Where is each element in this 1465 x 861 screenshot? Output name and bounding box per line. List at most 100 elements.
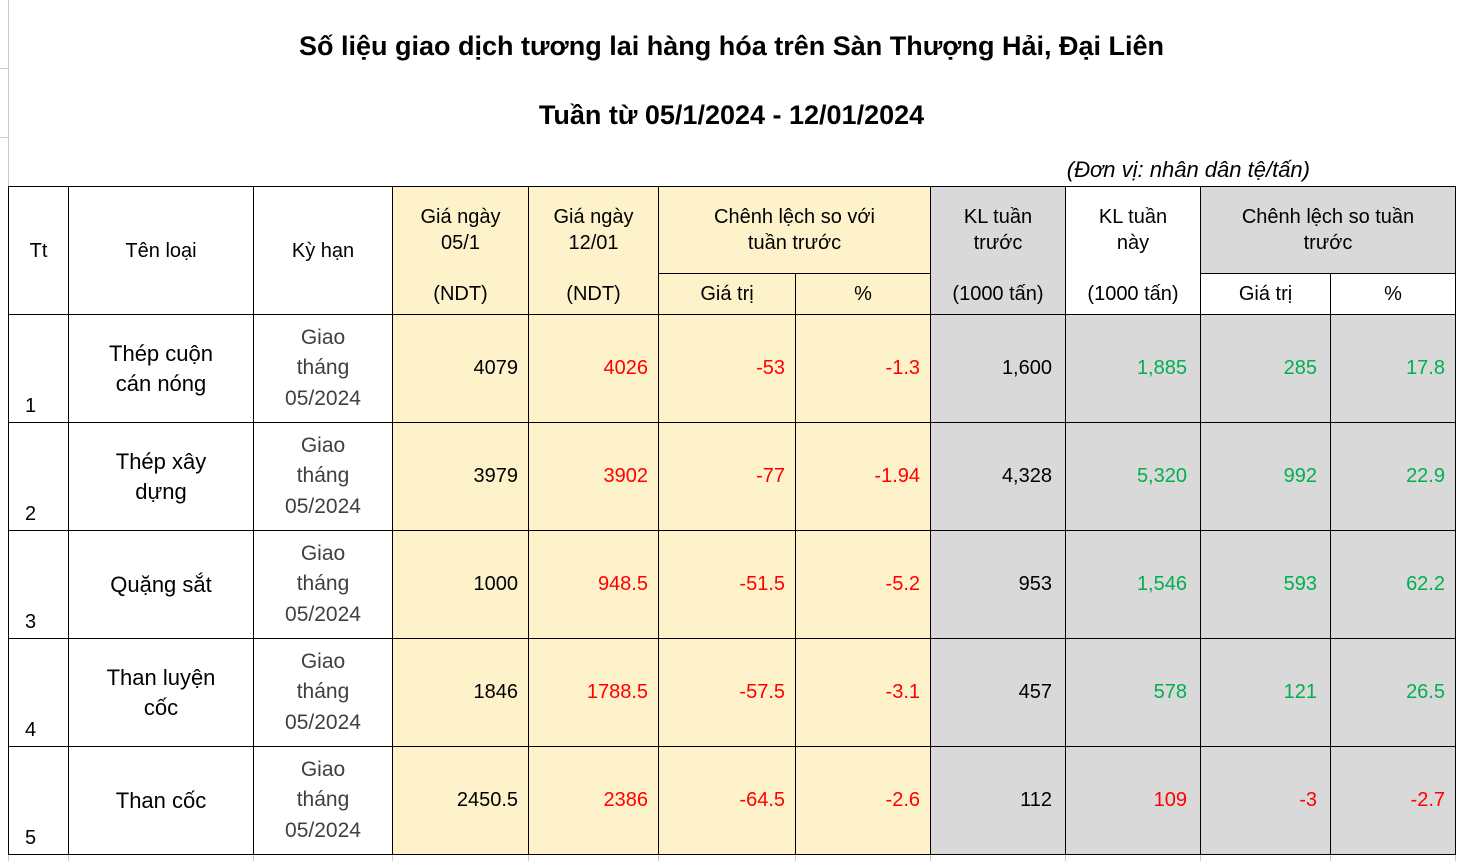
cell-price-1201[interactable]: 3902 [528,422,659,531]
contract-term: Giao tháng 05/2024 [285,541,361,626]
cell-tt[interactable]: 5 [8,746,69,855]
gridline [8,0,9,186]
cell-price-051[interactable]: 4079 [392,314,529,423]
cell-vol-diff-pct[interactable]: 26.5 [1330,638,1456,747]
cell-tt[interactable]: 3 [8,530,69,639]
commodity-name: Than luyện cốc [106,664,216,720]
cell-price-051[interactable]: 2450.5 [392,746,529,855]
cell-name[interactable]: Than luyện cốc [68,638,254,747]
data-table: Tt Tên loại Kỳ hạn Giá ngày 05/1 (NDT) G… [8,186,1456,855]
gridline [0,137,8,138]
cell-name[interactable]: Than cốc [68,746,254,855]
cell-price-1201[interactable]: 948.5 [528,530,659,639]
cell-price-051[interactable]: 1000 [392,530,529,639]
header-kl-tuan-nay[interactable]: KL tuần này (1000 tấn) [1065,186,1201,315]
cell-vol-prev[interactable]: 1,600 [930,314,1066,423]
gridline [8,853,9,861]
cell-term[interactable]: Giao tháng 05/2024 [253,530,393,639]
cell-price-1201[interactable]: 1788.5 [528,638,659,747]
cell-vol-diff-pct[interactable]: -2.7 [1330,746,1456,855]
cell-vol-diff-pct[interactable]: 17.8 [1330,314,1456,423]
gridline [528,853,529,861]
cell-diff-value[interactable]: -51.5 [658,530,796,639]
header-gia-tri-1[interactable]: Giá trị [658,272,796,316]
cell-vol-diff-value[interactable]: 593 [1200,530,1331,639]
cell-name[interactable]: Quặng sắt [68,530,254,639]
cell-vol-this[interactable]: 5,320 [1065,422,1201,531]
cell-diff-pct[interactable]: -5.2 [795,530,931,639]
cell-vol-diff-value[interactable]: 121 [1200,638,1331,747]
unit-note: (Đơn vị: nhân dân tệ/tấn) [1066,157,1310,182]
cell-diff-pct[interactable]: -3.1 [795,638,931,747]
header-gia-ngay-051[interactable]: Giá ngày 05/1 (NDT) [392,186,529,315]
header-ndt-label: (NDT) [566,282,621,305]
cell-price-1201[interactable]: 4026 [528,314,659,423]
header-kl-tuan-truoc[interactable]: KL tuần trước (1000 tấn) [930,186,1066,315]
cell-vol-this[interactable]: 109 [1065,746,1201,855]
header-percent-1[interactable]: % [795,272,931,316]
gridline [1065,853,1066,861]
commodity-name: Thép cuộn cán nóng [109,340,213,396]
header-ndt-label: (NDT) [433,282,488,305]
header-kl-tuan-truoc-label: KL tuần trước [963,206,1033,254]
cell-name[interactable]: Thép cuộn cán nóng [68,314,254,423]
cell-name[interactable]: Thép xây dựng [68,422,254,531]
cell-price-051[interactable]: 1846 [392,638,529,747]
cell-diff-value[interactable]: -77 [658,422,796,531]
cell-vol-this[interactable]: 1,546 [1065,530,1201,639]
gridline [392,853,393,861]
table-row: 2 Thép xây dựng Giao tháng 05/2024 3979 … [8,422,1456,531]
header-gia-tri-2[interactable]: Giá trị [1200,272,1331,316]
cell-tt[interactable]: 2 [8,422,69,531]
header-gia-ngay-051-label: Giá ngày 05/1 [420,206,501,254]
header-tt[interactable]: Tt [8,186,69,315]
gridline [68,853,69,861]
cell-price-1201[interactable]: 2386 [528,746,659,855]
cell-vol-diff-value[interactable]: -3 [1200,746,1331,855]
table-row: 1 Thép cuộn cán nóng Giao tháng 05/2024 … [8,314,1456,423]
cell-vol-prev[interactable]: 457 [930,638,1066,747]
cell-vol-this[interactable]: 1,885 [1065,314,1201,423]
cell-term[interactable]: Giao tháng 05/2024 [253,422,393,531]
gridline [1330,853,1331,861]
cell-vol-this[interactable]: 578 [1065,638,1201,747]
cell-vol-diff-value[interactable]: 992 [1200,422,1331,531]
table-row: 4 Than luyện cốc Giao tháng 05/2024 1846… [8,638,1456,747]
gridline [1200,853,1201,861]
cell-vol-diff-value[interactable]: 285 [1200,314,1331,423]
contract-term: Giao tháng 05/2024 [285,325,361,410]
contract-term: Giao tháng 05/2024 [285,433,361,518]
cell-term[interactable]: Giao tháng 05/2024 [253,314,393,423]
cell-diff-pct[interactable]: -2.6 [795,746,931,855]
cell-price-051[interactable]: 3979 [392,422,529,531]
gridline [658,853,659,861]
commodity-name: Thép xây dựng [115,448,207,504]
contract-term: Giao tháng 05/2024 [285,649,361,734]
cell-tt[interactable]: 1 [8,314,69,423]
header-gia-ngay-1201[interactable]: Giá ngày 12/01 (NDT) [528,186,659,315]
cell-vol-prev[interactable]: 112 [930,746,1066,855]
cell-vol-prev[interactable]: 4,328 [930,422,1066,531]
header-ten-loai[interactable]: Tên loại [68,186,254,315]
gridline [0,68,8,69]
cell-vol-prev[interactable]: 953 [930,530,1066,639]
header-ky-han[interactable]: Kỳ hạn [253,186,393,315]
gridline [930,853,931,861]
header-percent-2[interactable]: % [1330,272,1456,316]
cell-diff-value[interactable]: -64.5 [658,746,796,855]
table-row: 3 Quặng sắt Giao tháng 05/2024 1000 948.… [8,530,1456,639]
cell-diff-pct[interactable]: -1.3 [795,314,931,423]
cell-vol-diff-pct[interactable]: 62.2 [1330,530,1456,639]
gridline [253,853,254,861]
gridline [1455,853,1456,861]
header-chenh-lech-so-tuan-truoc[interactable]: Chênh lệch so tuần trước [1200,186,1456,274]
cell-term[interactable]: Giao tháng 05/2024 [253,746,393,855]
cell-diff-value[interactable]: -53 [658,314,796,423]
header-chenh-lech-voi-tuan-truoc[interactable]: Chênh lệch so với tuần trước [658,186,931,274]
cell-tt[interactable]: 4 [8,638,69,747]
cell-term[interactable]: Giao tháng 05/2024 [253,638,393,747]
cell-diff-value[interactable]: -57.5 [658,638,796,747]
cell-diff-pct[interactable]: -1.94 [795,422,931,531]
cell-vol-diff-pct[interactable]: 22.9 [1330,422,1456,531]
